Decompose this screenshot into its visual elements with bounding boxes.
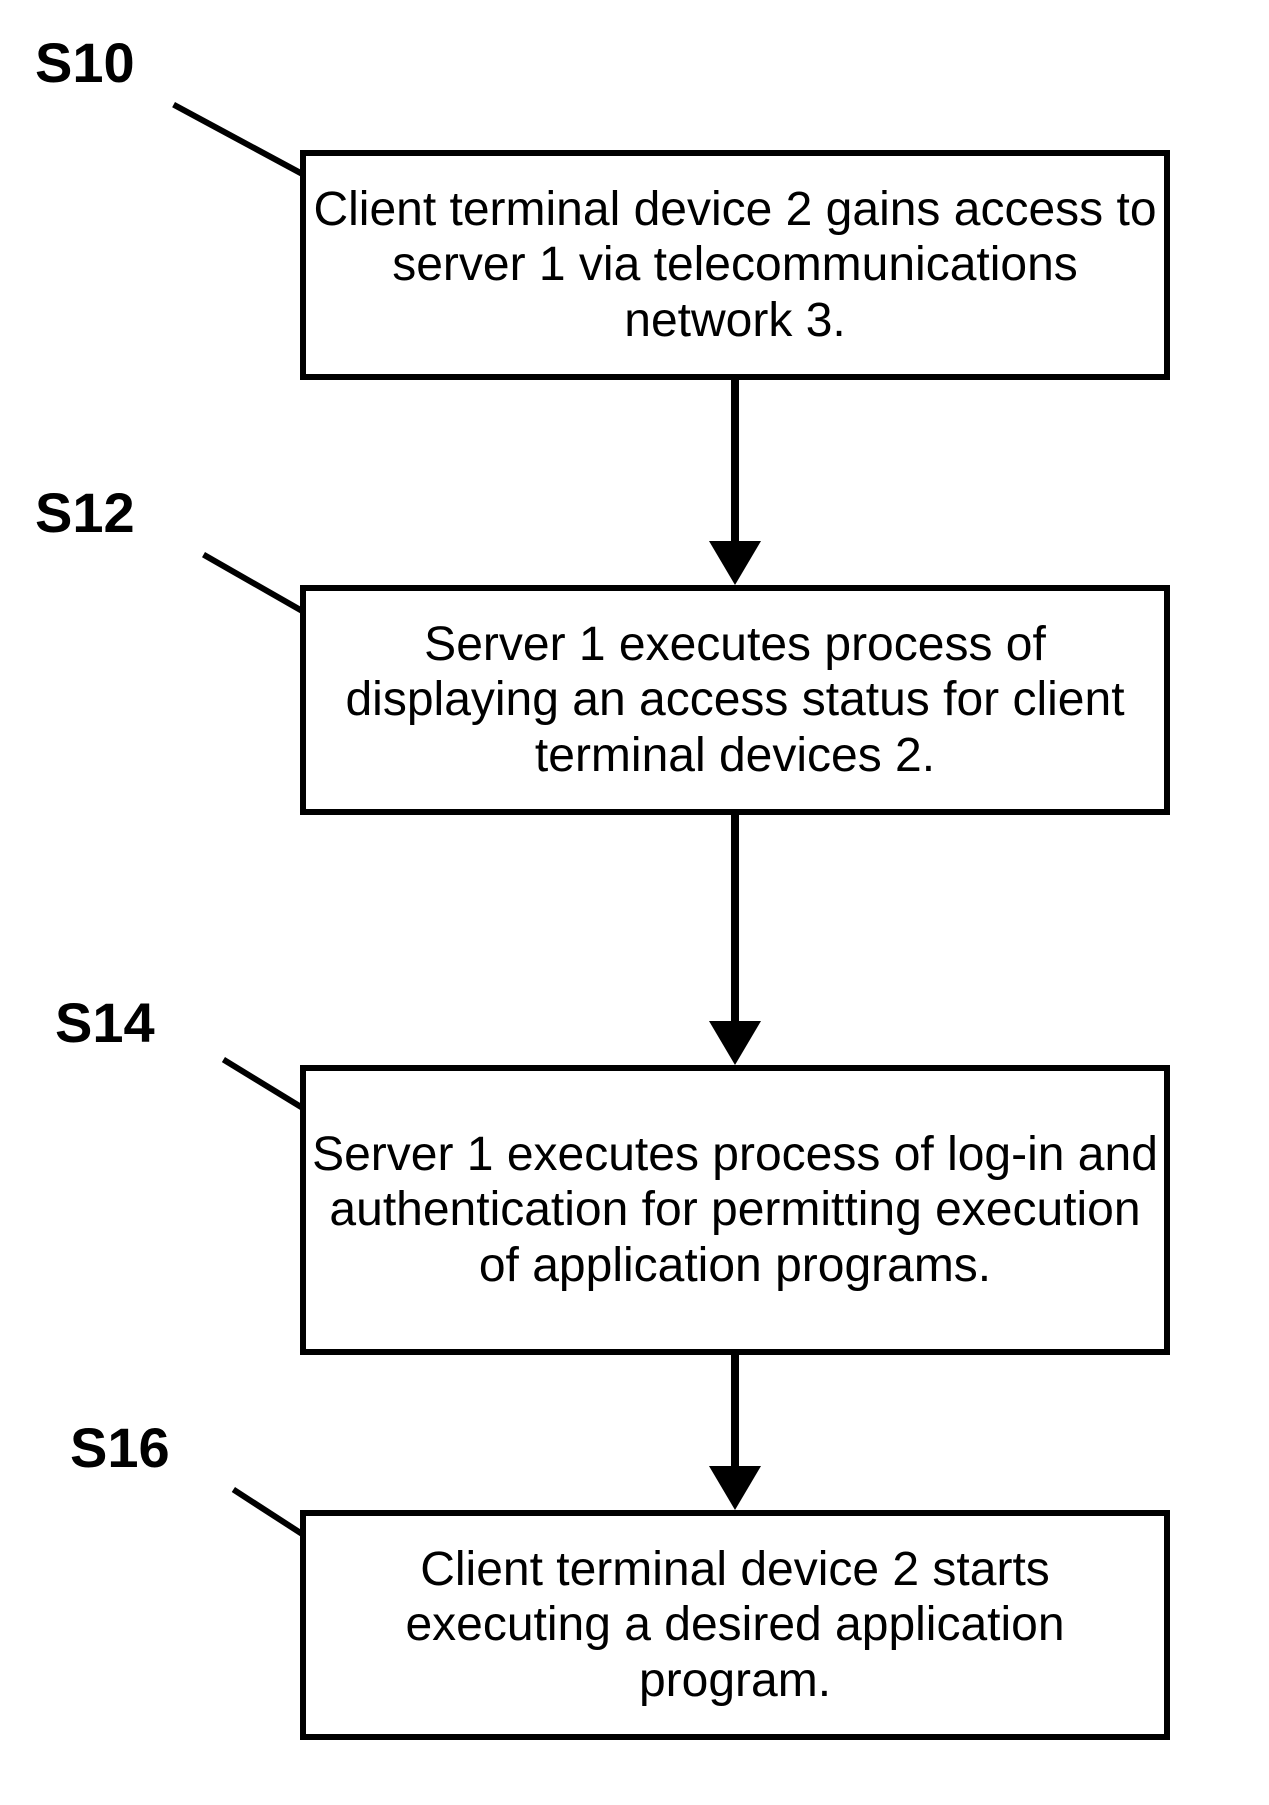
step-box-s16: Client terminal device 2 starts executin… [300,1510,1170,1740]
arrow-s12-s14 [731,815,739,1021]
arrow-head-s10-s12 [709,541,761,585]
arrow-s14-s16 [731,1355,739,1466]
step-text-s16: Client terminal device 2 starts executin… [306,1542,1164,1708]
flowchart-canvas: S10 Client terminal device 2 gains access… [0,0,1269,1805]
step-label-s10: S10 [35,30,135,95]
step-label-s14: S14 [55,990,155,1055]
arrow-s10-s12 [731,380,739,541]
step-box-s14: Server 1 executes process of log-in and … [300,1065,1170,1355]
leader-s12 [202,552,310,617]
step-text-s10: Client terminal device 2 gains access to… [306,182,1164,348]
step-box-s10: Client terminal device 2 gains access to… [300,150,1170,380]
step-text-s12: Server 1 executes process of displaying … [306,617,1164,783]
step-label-s16: S16 [70,1415,170,1480]
arrow-head-s12-s14 [709,1021,761,1065]
step-label-s12: S12 [35,480,135,545]
leader-s10 [172,102,305,177]
step-box-s12: Server 1 executes process of displaying … [300,585,1170,815]
arrow-head-s14-s16 [709,1466,761,1510]
step-text-s14: Server 1 executes process of log-in and … [306,1127,1164,1293]
